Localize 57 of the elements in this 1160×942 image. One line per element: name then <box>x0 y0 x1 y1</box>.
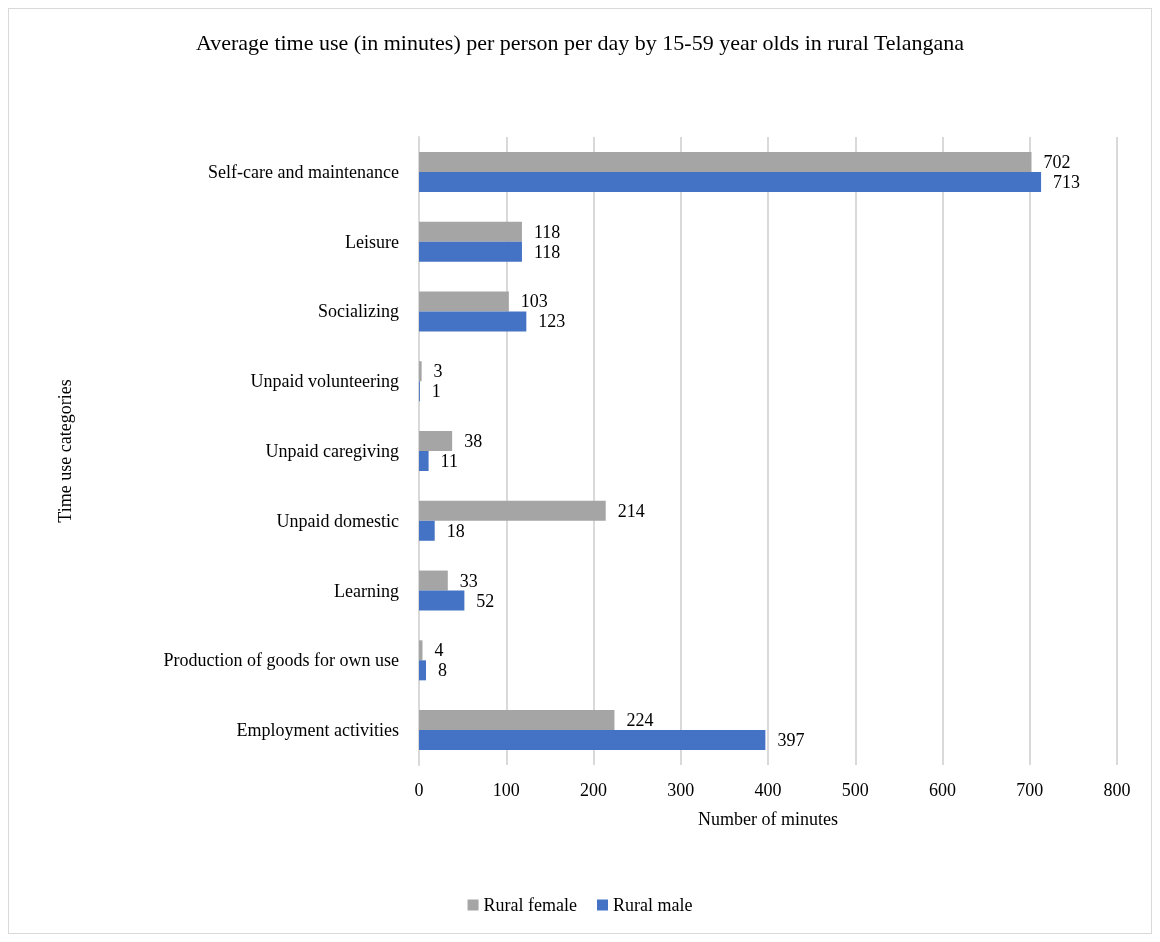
y-tick-label: Self-care and maintenance <box>208 161 400 182</box>
bar <box>419 431 453 451</box>
bar <box>419 710 615 731</box>
data-label: 123 <box>538 311 566 332</box>
y-tick-label: Employment activities <box>236 720 399 741</box>
data-label: 3 <box>433 361 443 382</box>
bar <box>419 520 435 541</box>
data-label: 118 <box>533 241 561 262</box>
bar <box>419 570 448 591</box>
data-label: 38 <box>464 431 483 451</box>
data-label: 214 <box>617 500 645 521</box>
data-label: 8 <box>437 660 447 681</box>
bar <box>419 151 1032 172</box>
data-label: 118 <box>533 221 561 242</box>
x-tick-label: 700 <box>1016 780 1044 800</box>
x-tick-label: 0 <box>414 780 424 800</box>
bar <box>419 660 426 681</box>
bar <box>419 361 422 382</box>
data-label: 702 <box>1043 151 1071 172</box>
bar <box>419 221 522 242</box>
bar <box>419 451 429 471</box>
data-label: 11 <box>440 451 458 471</box>
x-tick-label: 400 <box>754 780 782 800</box>
chart-title: Average time use (in minutes) per person per day by 15-59 year olds in rural Telangana <box>195 29 965 55</box>
x-tick-label: 500 <box>841 780 869 800</box>
x-tick-label: 200 <box>580 780 607 800</box>
data-label: 4 <box>434 640 444 661</box>
y-tick-label: Leisure <box>345 231 399 252</box>
legend-label: Rural male <box>612 895 693 915</box>
data-label: 33 <box>459 570 478 591</box>
legend-label: Rural female <box>483 895 578 915</box>
data-label: 18 <box>446 520 465 541</box>
x-tick-label: 300 <box>667 780 695 800</box>
data-label: 397 <box>777 730 805 751</box>
bar <box>419 241 522 262</box>
bar <box>419 730 766 751</box>
y-tick-label: Unpaid volunteering <box>250 371 399 392</box>
y-tick-label: Unpaid caregiving <box>265 441 399 461</box>
bar <box>419 500 606 521</box>
x-axis-title: Number of minutes <box>698 809 838 829</box>
y-tick-label: Unpaid domestic <box>276 510 399 531</box>
data-label: 52 <box>476 590 495 611</box>
bar <box>419 291 509 312</box>
y-tick-label: Learning <box>334 580 399 601</box>
y-axis-title: Time use categories <box>55 379 75 523</box>
y-tick-label: Production of goods for own use <box>163 650 399 671</box>
data-label: 224 <box>626 710 654 731</box>
data-label: 1 <box>431 381 441 402</box>
data-label: 713 <box>1053 171 1081 192</box>
bar <box>419 171 1042 192</box>
x-tick-label: 800 <box>1103 780 1131 800</box>
x-tick-label: 100 <box>492 780 520 800</box>
y-tick-label: Socializing <box>318 301 399 322</box>
bar <box>419 311 527 332</box>
x-tick-label: 600 <box>929 780 956 800</box>
bar <box>419 590 465 611</box>
data-label: 103 <box>520 291 548 312</box>
